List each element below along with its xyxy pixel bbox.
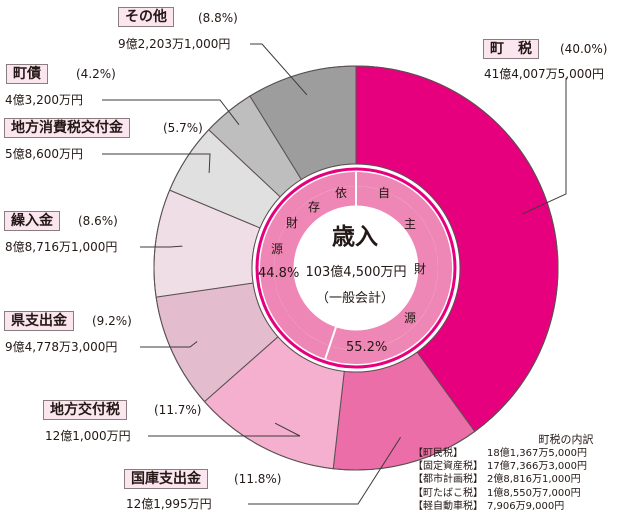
label-national-subsidy: 国庫支出金 xyxy=(124,469,208,489)
inner-label-dependent-char-2: 存 xyxy=(308,200,321,214)
pct-consumption-tax-grant: (5.7%) xyxy=(163,121,203,135)
inner-label-dependent-char-1: 依 xyxy=(335,186,348,200)
breakdown-item-name: 【軽自動車税】 xyxy=(413,500,483,512)
label-local-allocation-tax: 地方交付税 xyxy=(43,400,127,420)
pct-town-bonds: (4.2%) xyxy=(76,67,116,81)
inner-label-own-char-3: 財 xyxy=(414,262,427,276)
breakdown-item-amount: 2億8,816万1,000円 xyxy=(487,474,581,486)
pct-others: (8.8%) xyxy=(198,11,238,25)
pct-local-allocation-tax: (11.7%) xyxy=(154,403,202,417)
breakdown-row: 【固定資産税】 17億7,366万3,000円 xyxy=(413,460,587,473)
pct-national-subsidy: (11.8%) xyxy=(234,472,282,486)
leader-line-5 xyxy=(102,153,211,173)
breakdown-item-amount: 17億7,366万3,000円 xyxy=(487,461,587,473)
amount-others: 9億2,203万1,000円 xyxy=(118,37,231,51)
inner-pct-dependent: 44.8% xyxy=(258,266,299,282)
breakdown-row: 【町たばこ税】 1億8,550万7,000円 xyxy=(413,487,587,500)
donut-outer-edge xyxy=(153,65,559,471)
inner-label-own-char-2: 主 xyxy=(404,217,417,231)
label-town-bonds: 町債 xyxy=(6,64,48,84)
breakdown-row: 【都市計画税】 2億8,816万1,000円 xyxy=(413,473,587,486)
pct-transfer-income: (8.6%) xyxy=(78,214,118,228)
amount-local-allocation-tax: 12億1,000万円 xyxy=(45,429,131,443)
inner-label-own-char-4: 源 xyxy=(404,311,417,325)
inner-ring-dependent xyxy=(259,172,356,359)
label-prefecture-subsidy: 県支出金 xyxy=(4,311,74,331)
label-town-tax: 町 税 xyxy=(483,39,539,59)
leader-line-4 xyxy=(140,245,183,248)
leader-line-0 xyxy=(522,78,567,215)
breakdown-item-name: 【固定資産税】 xyxy=(413,461,483,473)
amount-transfer-income: 8億8,716万1,000円 xyxy=(5,240,118,254)
amount-town-tax: 41億4,007万5,000円 xyxy=(484,67,604,81)
inner-divider-1 xyxy=(324,326,338,360)
breakdown-item-amount: 7,906万9,000円 xyxy=(487,500,565,512)
leader-line-7 xyxy=(250,43,308,96)
chart-note: （一般会計） xyxy=(315,291,394,306)
inner-pct-own: 55.2% xyxy=(346,340,388,355)
pct-prefecture-subsidy: (9.2%) xyxy=(92,314,132,328)
amount-national-subsidy: 12億1,995万円 xyxy=(126,497,212,511)
chart-title: 歳入 xyxy=(332,224,378,250)
chart-total: 103億4,500万円 xyxy=(305,265,407,280)
leader-line-1 xyxy=(248,436,402,505)
leader-line-6 xyxy=(102,99,240,126)
inner-pct-dependent-text: 44.8% xyxy=(258,266,300,281)
breakdown-item-amount: 1億8,550万7,000円 xyxy=(487,487,581,499)
breakdown-item-name: 【町たばこ税】 xyxy=(413,487,483,499)
breakdown-row: 【軽自動車税】 7,906万9,000円 xyxy=(413,500,587,513)
label-others: その他 xyxy=(118,7,174,27)
label-transfer-income: 繰入金 xyxy=(4,211,60,231)
inner-label-dependent-char-4: 源 xyxy=(271,242,284,256)
amount-consumption-tax-grant: 5億8,600万円 xyxy=(5,147,83,161)
breakdown-item-name: 【町民税】 xyxy=(413,448,463,459)
leader-line-3 xyxy=(140,341,198,348)
pct-town-tax: (40.0%) xyxy=(560,42,608,56)
inner-label-dependent-char-3: 財 xyxy=(286,216,299,230)
center-text-area xyxy=(294,206,418,330)
label-consumption-tax-grant: 地方消費税交付金 xyxy=(4,118,130,138)
center-text-area-edge xyxy=(293,205,419,331)
breakdown-item-amount: 18億1,367万5,000円 xyxy=(487,448,587,459)
breakdown-row: 【町民税】 18億1,367万5,000円 xyxy=(413,447,587,460)
inner-label-own-char-1: 自 xyxy=(378,186,391,200)
amount-town-bonds: 4億3,200万円 xyxy=(5,93,83,107)
breakdown-item-name: 【都市計画税】 xyxy=(413,474,483,486)
center-ring-line xyxy=(255,167,457,369)
breakdown-title: 町税の内訳 xyxy=(538,433,594,446)
amount-prefecture-subsidy: 9億4,778万3,000円 xyxy=(5,340,118,354)
leader-line-2 xyxy=(148,422,301,437)
breakdown-list: 【町民税】 18億1,367万5,000円 【固定資産税】 17億7,366万3,00… xyxy=(413,447,587,513)
